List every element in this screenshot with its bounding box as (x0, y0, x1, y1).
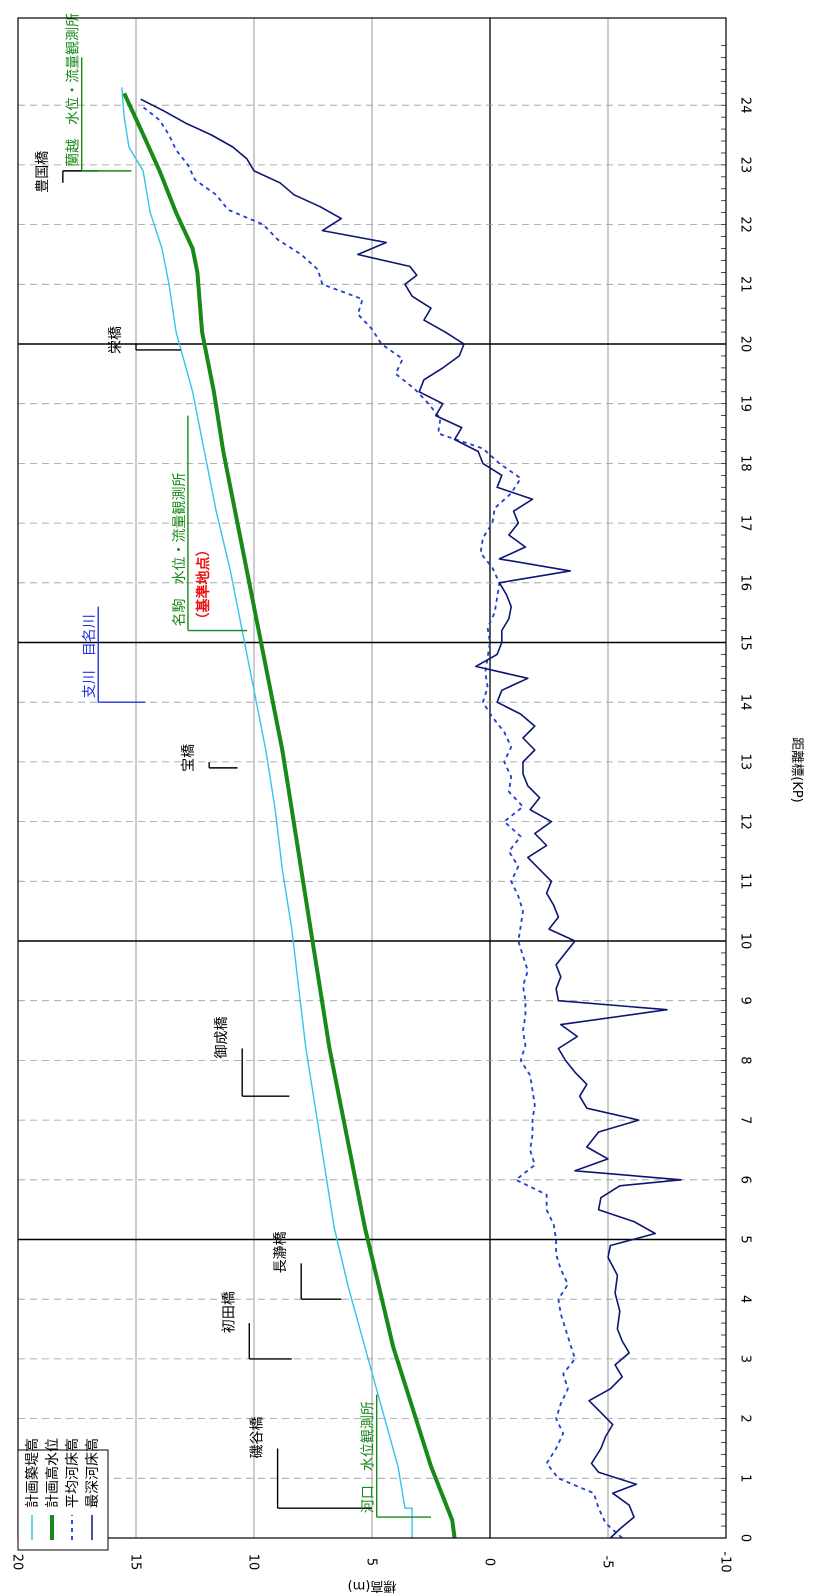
x-tick-label: 11 (737, 873, 752, 890)
bridge-label: 宝橋 (181, 744, 197, 772)
x-tick-label: 14 (737, 694, 752, 711)
y-tick-label: 5 (363, 1558, 378, 1566)
legend-label: 計画築堤高 (24, 1438, 41, 1508)
x-tick-label: 17 (737, 515, 752, 532)
x-tick-label: 3 (737, 1355, 752, 1363)
x-tick-label: 0 (737, 1534, 752, 1542)
y-tick-label: 20 (9, 1554, 24, 1571)
y-tick-label: -5 (599, 1556, 614, 1569)
bridge-label: 長瀞橋 (273, 1231, 289, 1273)
grid (17, 18, 727, 1539)
station-label: 蘭越 水位・流量観測所 (65, 13, 82, 167)
bridge-label: 御成橋 (214, 1016, 230, 1058)
x-axis-title: 距離標(KP) (789, 737, 804, 803)
y-tick-label: 15 (127, 1554, 142, 1571)
plot-frame (17, 17, 727, 1539)
x-tick-label: 10 (737, 933, 752, 950)
legend: 計画築堤高 計画高水位 平均河床高 最深河床高 (17, 1438, 109, 1551)
x-tick-label: 19 (737, 395, 752, 412)
x-tick-label: 20 (737, 336, 752, 353)
axis-ticks: 0123456789101112131415161718192021222324… (9, 45, 752, 1573)
station-label: 河口 水位観測所 (360, 1401, 377, 1513)
x-tick-label: 5 (737, 1235, 752, 1243)
legend-label: 平均河床高 (64, 1438, 81, 1508)
y-tick-label: 10 (245, 1554, 260, 1571)
y-tick-label: 0 (481, 1558, 496, 1566)
tributary-label: 支川 目名川 (82, 614, 98, 698)
x-tick-label: 21 (737, 276, 752, 293)
legend-label: 最深河床高 (84, 1438, 101, 1508)
x-tick-label: 1 (737, 1474, 752, 1482)
x-tick-label: 8 (737, 1056, 752, 1064)
x-tick-label: 13 (737, 754, 752, 771)
legend-box (17, 1449, 109, 1551)
bridge-label: 豊国橋 (35, 151, 51, 193)
bridge-label: 初田橋 (220, 1291, 237, 1333)
series-line (122, 92, 457, 1539)
x-tick-label: 9 (737, 997, 752, 1005)
x-tick-label: 24 (737, 97, 752, 114)
x-tick-label: 22 (737, 216, 752, 233)
series-line (140, 104, 623, 1539)
y-tick-label: -10 (717, 1551, 732, 1572)
series-line (121, 87, 413, 1538)
x-tick-label: 23 (737, 157, 752, 174)
x-tick-label: 12 (737, 813, 752, 830)
series (121, 87, 683, 1539)
station-sublabel: （基準地点） (195, 543, 212, 627)
legend-label: 計画高水位 (44, 1438, 61, 1508)
x-tick-label: 2 (737, 1414, 752, 1422)
bridge-label: 磯谷橋 (250, 1416, 266, 1458)
bridge-label: 栄橋 (108, 326, 124, 354)
x-tick-label: 4 (737, 1295, 752, 1303)
station-label: 名駒 水位・流量観測所 (171, 473, 188, 627)
x-tick-label: 7 (737, 1116, 752, 1124)
x-tick-label: 6 (737, 1176, 752, 1184)
y-axis-title: 標高(m) (348, 1578, 397, 1594)
x-tick-label: 15 (737, 634, 752, 651)
x-tick-label: 16 (737, 575, 752, 592)
x-tick-label: 18 (737, 455, 752, 472)
series-line (140, 98, 683, 1539)
